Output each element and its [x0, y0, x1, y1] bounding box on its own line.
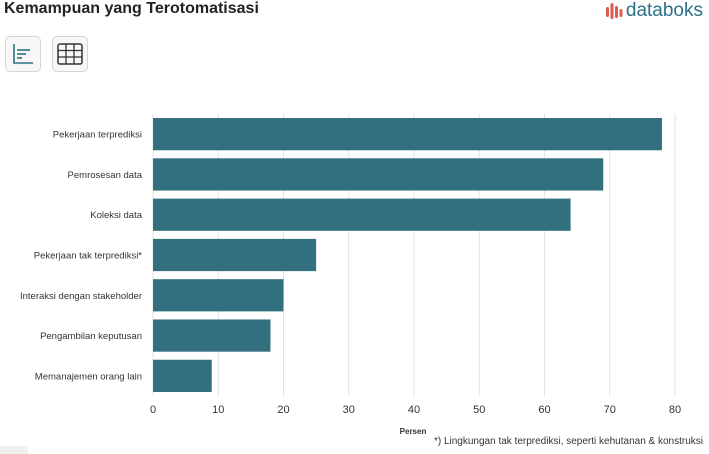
bar[interactable] [153, 359, 212, 392]
category-labels: Pekerjaan terprediksi Pemrosesan data Kole… [20, 130, 143, 383]
x-tick-label: 0 [150, 404, 156, 416]
bar[interactable] [153, 198, 571, 231]
x-axis-ticks: 0 10 20 30 40 50 60 70 80 [150, 404, 681, 416]
category-label: Koleksi data [90, 210, 142, 221]
x-axis-label: Persen [400, 427, 427, 436]
x-tick-label: 10 [212, 404, 224, 416]
table-view-button[interactable] [52, 36, 88, 72]
x-tick-label: 40 [408, 404, 420, 416]
databoks-logo-text: databoks [625, 0, 703, 21]
x-tick-label: 50 [473, 404, 485, 416]
bar[interactable] [153, 118, 662, 151]
x-tick-label: 80 [669, 404, 681, 416]
x-tick-label: 70 [604, 404, 616, 416]
category-label: Pengambilan keputusan [40, 331, 142, 342]
bar[interactable] [153, 238, 317, 272]
category-label: Pekerjaan terprediksi [53, 130, 142, 141]
resize-handle[interactable] [0, 446, 28, 454]
bar[interactable] [153, 319, 271, 352]
table-grid-icon [57, 43, 83, 65]
category-label: Memanajemen orang lain [35, 371, 142, 382]
chart-title: Kemampuan yang Terotomatisasi [4, 0, 259, 17]
x-tick-label: 30 [343, 404, 355, 416]
databoks-logo[interactable]: databoks [605, 0, 703, 22]
footnote: *) Lingkungan tak terprediksi, seperti k… [433, 436, 703, 447]
x-tick-label: 60 [538, 404, 550, 416]
bar-chart-icon [13, 44, 33, 64]
category-label: Pekerjaan tak terprediksi* [34, 251, 143, 262]
bar[interactable] [153, 279, 284, 312]
bar[interactable] [153, 158, 604, 191]
category-label: Interaksi dengan stakeholder [20, 291, 142, 302]
databoks-logo-icon [605, 3, 623, 19]
chart-view-button[interactable] [5, 36, 41, 72]
bars [153, 118, 662, 392]
category-label: Pemrosesan data [68, 170, 143, 181]
x-tick-label: 20 [277, 404, 289, 416]
